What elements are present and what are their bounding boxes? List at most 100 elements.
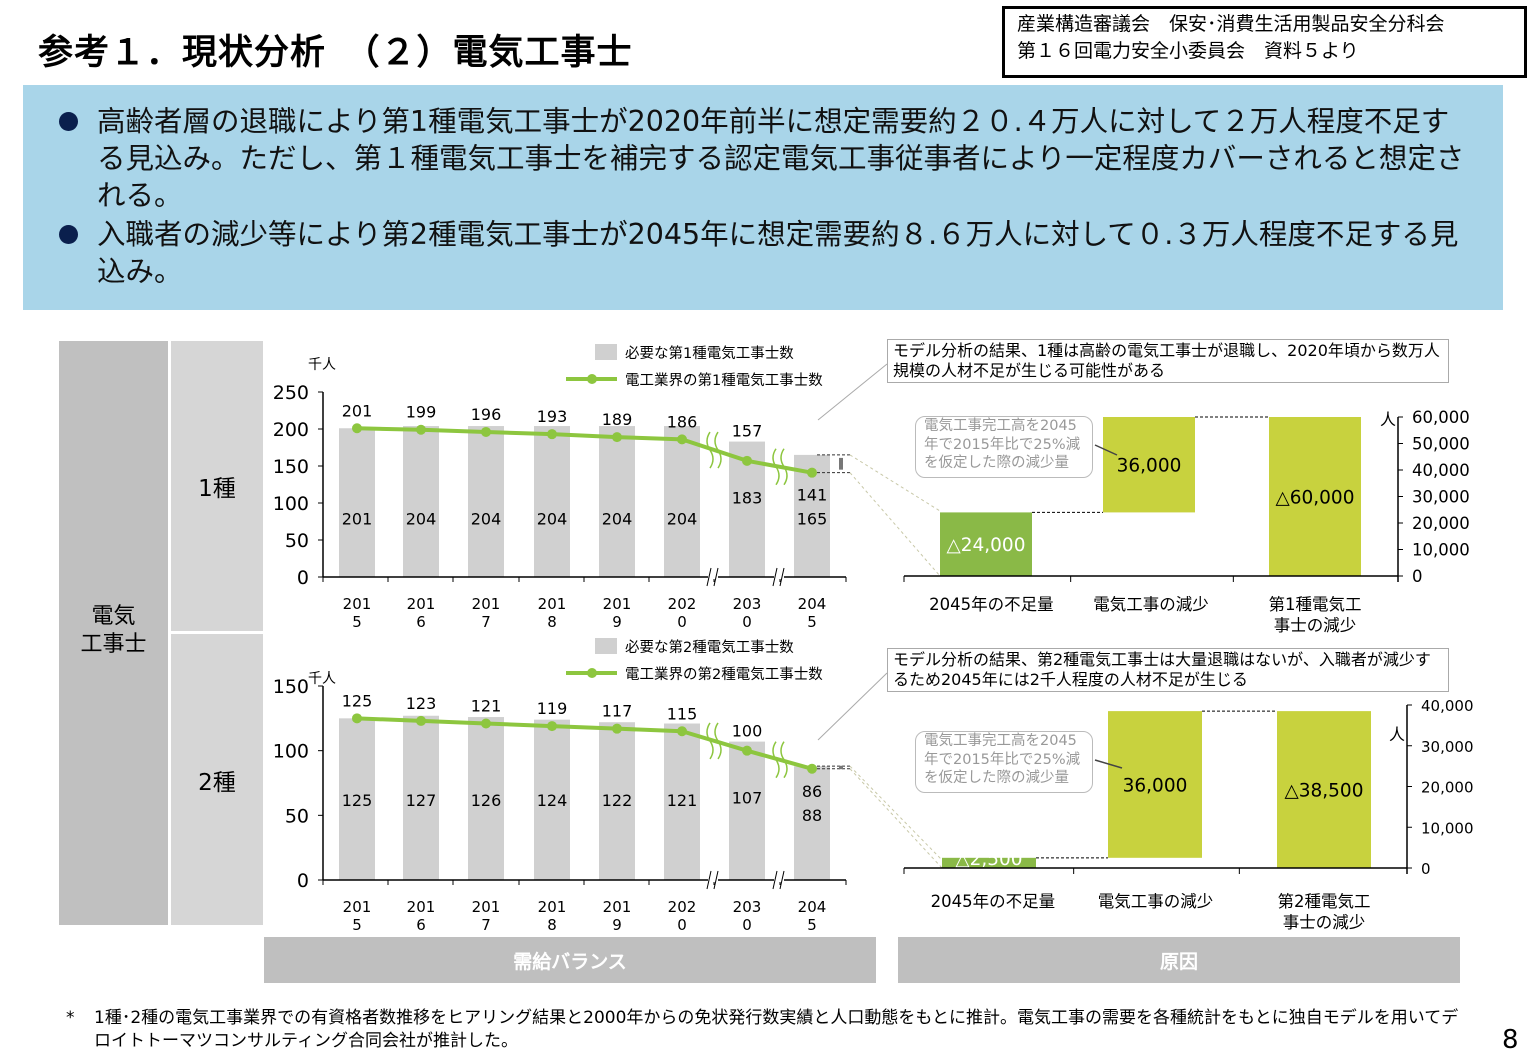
x-tick-label: 201 [538,595,567,613]
x-tick-label: 6 [416,613,426,631]
axis-break-gap [708,575,718,579]
y-tick-label: 20,000 [1421,779,1474,797]
x-tick-label: 0 [742,916,752,934]
line-value-label: 125 [342,691,373,710]
y-tick-label: 200 [273,419,309,441]
summary-text-1: 高齢者層の退職により第1種電気工事士が2020年前半に想定需要約２０.４万人に対… [97,105,1465,212]
bar [339,718,375,880]
callout-type2: モデル分析の結果、第2種電気工事士は大量退職はないが、入職者が減少するため204… [887,648,1449,692]
line-value-label: 199 [406,403,437,422]
line-point [416,715,426,726]
footnote-mark: * [66,1008,75,1028]
x-tick-label: 5 [807,613,817,631]
waterfall-bar [1277,711,1371,868]
bar [664,426,700,577]
bar-value-label: 204 [537,510,568,529]
bar-value-label: 124 [537,791,568,810]
x-category-label: 事士の減少 [1283,913,1366,932]
unit-label: 人 [1389,725,1405,744]
balance-section-label: 需給バランス [264,937,876,983]
page-title: 参考１．現状分析 （２）電気工事士 [38,33,633,73]
x-tick-label: 9 [612,916,622,934]
bar [534,426,570,577]
y-tick-label: 30,000 [1412,488,1470,507]
line-value-label: 117 [602,702,633,721]
bar [468,426,504,577]
x-tick-label: 201 [472,898,501,916]
x-tick-label: 5 [352,613,362,631]
legend-swatch-point [587,668,597,678]
line-point [742,455,752,466]
bar [599,722,635,880]
y-tick-label: 150 [273,676,309,698]
x-category-label: 2045年の不足量 [931,892,1056,911]
y-tick-label: 20,000 [1412,514,1470,533]
y-tick-label: 10,000 [1412,541,1470,560]
unit-label: 千人 [308,671,336,687]
x-category-label: 第2種電気工 [1278,892,1371,911]
unit-label: 千人 [308,357,336,373]
y-tick-label: 100 [273,741,309,763]
row-label-type1: 1種 [171,341,263,631]
waterfall-value-label: △38,500 [1285,781,1364,802]
bar-value-label: 204 [602,510,633,529]
source-line-2: 第１６回電力安全小委員会 資料５より [1017,40,1359,62]
line-break-icon [706,722,722,760]
line-value-label: 115 [667,704,698,723]
line-value-label: 86 [802,782,822,801]
x-tick-label: 204 [798,595,827,613]
bar-value-label: 88 [802,806,822,825]
x-tick-label: 203 [733,898,762,916]
line-point [481,426,491,437]
waterfall-value-label: 36,000 [1117,456,1182,477]
x-tick-label: 201 [343,898,372,916]
legend-label-bar: 必要な第1種電気工事士数 [625,344,794,362]
legend-label-line: 電工業界の第1種電気工事士数 [625,371,823,389]
waterfall-value-label: △2,500 [955,849,1022,870]
bar [468,717,504,880]
source-line-1: 産業構造審議会 保安･消費生活用製品安全分科会 [1017,13,1445,35]
waterfall-bar [942,857,1036,868]
footnote-text: 1種･2種の電気工事業界での有資格者数推移をヒアリング結果と2000年からの免状… [94,1008,1459,1051]
bar [664,723,700,880]
row-label-electrician: 電気 工事士 [59,341,168,925]
line-value-label: 157 [732,422,763,441]
x-tick-label: 8 [547,613,557,631]
line-value-label: 123 [406,694,437,713]
y-tick-label: 0 [1412,567,1423,586]
waterfall-bar [940,512,1032,576]
line-point [677,726,687,737]
bar [534,719,570,880]
bar-value-label: 204 [471,510,502,529]
bar [729,741,765,880]
legend-swatch-bar [595,638,617,654]
y-tick-label: 0 [297,567,309,589]
axis-break-gap [774,575,784,579]
line-value-label: 193 [537,407,568,426]
bar-value-label: 201 [342,510,373,529]
series-line [356,426,813,475]
source-box: 産業構造審議会 保安･消費生活用製品安全分科会 第１６回電力安全小委員会 資料５… [1002,6,1527,78]
x-tick-label: 7 [481,916,491,934]
axis-break-gap [708,878,718,882]
line-value-label: 119 [537,699,568,718]
bar-value-label: 126 [471,791,502,810]
axis-break-icon [706,870,719,890]
y-tick-label: 40,000 [1412,461,1470,480]
legend-label-bar: 必要な第2種電気工事士数 [625,638,794,656]
waterfall-value-label: △24,000 [947,535,1026,556]
legend-swatch-point [587,374,597,384]
axis-break-gap [774,878,784,882]
line-point [481,718,491,729]
y-tick-label: 50 [285,805,309,827]
summary-text-2: 入職者の減少等により第2種電気工事士が2045年に想定需要約８.６万人に対して０… [97,218,1459,288]
line-value-label: 121 [471,697,502,716]
bullet-dot-icon [59,112,78,131]
x-tick-label: 202 [668,595,697,613]
note-connector [1094,759,1123,769]
line-value-label: 186 [667,412,698,431]
line-break-icon [706,431,722,469]
x-tick-label: 201 [603,595,632,613]
callout-connector [817,363,888,421]
y-tick-label: 0 [1421,860,1431,878]
